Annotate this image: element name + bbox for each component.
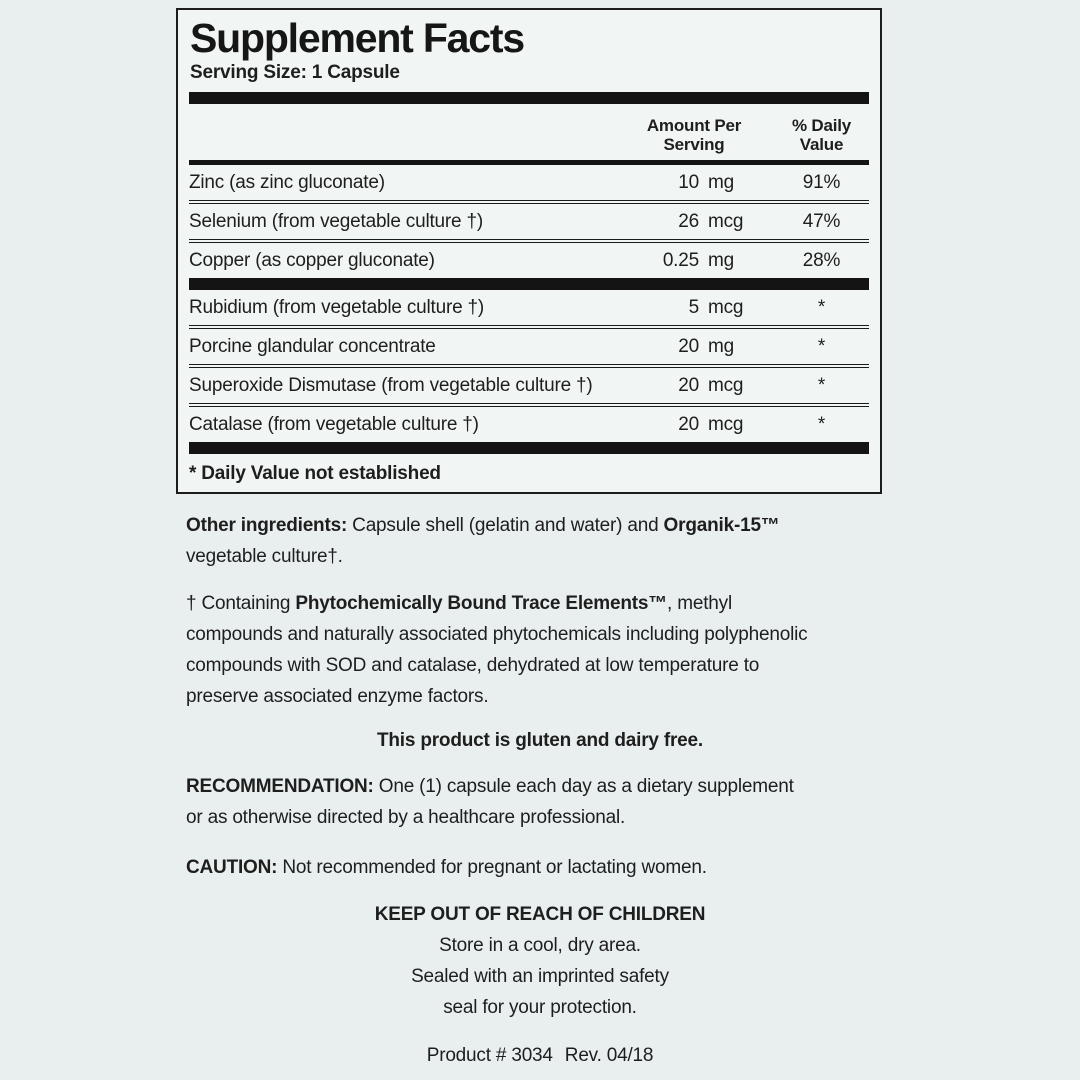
nutrient-amount: 0.25 mg — [614, 250, 774, 272]
row-separator — [189, 325, 869, 329]
daily-value: 28% — [802, 249, 841, 271]
other-ingredients-text-2: vegetable culture†. — [186, 546, 343, 567]
brand-name: Organik-15™ — [663, 515, 780, 536]
nutrient-name: Copper (as copper gluconate) — [189, 249, 435, 271]
other-ingredients-text: Capsule shell (gelatin and water) and — [347, 515, 664, 536]
serving-size: Serving Size: 1 Capsule — [190, 62, 400, 83]
storage-line: Store in a cool, dry area. — [439, 935, 641, 956]
storage-line: Sealed with an imprinted safety — [411, 966, 669, 987]
row-separator — [189, 239, 869, 243]
containing-text-2: compounds and naturally associated phyto… — [186, 624, 808, 645]
caution-paragraph: CAUTION: Not recommended for pregnant or… — [186, 852, 894, 883]
amount-unit: mg — [708, 249, 734, 271]
containing-text-1: , methyl — [667, 593, 732, 614]
nutrient-row-zinc: Zinc (as zinc gluconate) 10 mg 91% — [189, 165, 869, 200]
facts-title: Supplement Facts — [190, 15, 525, 61]
nutrient-name: Porcine glandular concentrate — [189, 335, 436, 357]
daily-value: * — [817, 413, 826, 435]
nutrient-row-catalase: Catalase (from vegetable culture †) 20 m… — [189, 407, 869, 442]
nutrient-row-selenium: Selenium (from vegetable culture †) 26 m… — [189, 204, 869, 239]
nutrient-row-copper: Copper (as copper gluconate) 0.25 mg 28% — [189, 243, 869, 278]
amount-unit: mcg — [708, 210, 744, 232]
nutrient-amount: 5 mcg — [614, 297, 774, 319]
percent-daily-value-header: % Daily Value — [791, 116, 852, 154]
amount-value: 20 — [678, 335, 699, 357]
supplement-facts-panel: Supplement Facts Serving Size: 1 Capsule… — [176, 8, 882, 494]
daily-value: * — [817, 296, 826, 318]
recommendation-text-2: or as otherwise directed by a healthcare… — [186, 807, 626, 828]
thick-divider-bottom — [189, 442, 869, 454]
nutrient-amount: 20 mcg — [614, 375, 774, 397]
daily-value: * — [817, 374, 826, 396]
amount-unit: mg — [708, 335, 734, 357]
nutrient-row-rubidium: Rubidium (from vegetable culture †) 5 mc… — [189, 290, 869, 325]
amount-unit: mcg — [708, 413, 744, 435]
amount-value: 10 — [678, 171, 699, 193]
keep-out-of-reach-heading: KEEP OUT OF REACH OF CHILDREN — [374, 904, 706, 925]
nutrient-name: Rubidium (from vegetable culture †) — [189, 296, 485, 318]
daily-value: 47% — [802, 210, 841, 232]
nutrient-amount: 20 mg — [614, 336, 774, 358]
amount-value: 0.25 — [662, 249, 699, 271]
other-ingredients-paragraph: Other ingredients: Capsule shell (gelati… — [186, 510, 894, 572]
other-ingredients-label: Other ingredients: — [186, 515, 348, 536]
nutrient-row-superoxide-dismutase: Superoxide Dismutase (from vegetable cul… — [189, 368, 869, 403]
nutrient-name: Zinc (as zinc gluconate) — [189, 171, 385, 193]
recommendation-text-1: One (1) capsule each day as a dietary su… — [373, 776, 794, 797]
amount-value: 5 — [688, 296, 700, 318]
containing-note-paragraph: † Containing Phytochemically Bound Trace… — [186, 588, 894, 712]
facts-table: Amount Per Serving % Daily Value Zinc (a… — [178, 92, 880, 492]
thick-divider-top — [189, 92, 869, 104]
nutrient-name: Superoxide Dismutase (from vegetable cul… — [189, 374, 593, 396]
daily-value: * — [817, 335, 826, 357]
row-separator — [189, 403, 869, 407]
containing-text-3: compounds with SOD and catalase, dehydra… — [186, 655, 760, 676]
amount-value: 26 — [678, 210, 699, 232]
recommendation-paragraph: RECOMMENDATION: One (1) capsule each day… — [186, 771, 894, 833]
row-separator — [189, 200, 869, 204]
containing-prefix: † Containing — [186, 593, 296, 614]
trace-elements-trademark: Phytochemically Bound Trace Elements™ — [295, 593, 668, 614]
revision-number: Rev. 04/18 — [564, 1045, 654, 1066]
product-number: Product # 3034 — [426, 1045, 553, 1066]
amount-unit: mcg — [708, 374, 744, 396]
product-footer: Product # 3034 Rev. 04/18 — [186, 1040, 894, 1071]
daily-value-footnote: * Daily Value not established — [189, 463, 441, 484]
panel-header-area: Supplement Facts Serving Size: 1 Capsule — [178, 10, 880, 86]
nutrient-name: Catalase (from vegetable culture †) — [189, 413, 479, 435]
storage-block: KEEP OUT OF REACH OF CHILDREN Store in a… — [186, 899, 894, 1023]
recommendation-label: RECOMMENDATION: — [186, 776, 374, 797]
amount-unit: mg — [708, 171, 734, 193]
caution-label: CAUTION: — [186, 857, 278, 878]
nutrient-row-porcine: Porcine glandular concentrate 20 mg * — [189, 329, 869, 364]
facts-header-row: Amount Per Serving % Daily Value — [189, 104, 869, 160]
amount-value: 20 — [678, 413, 699, 435]
header-rule — [189, 160, 869, 165]
gluten-dairy-note: This product is gluten and dairy free. — [376, 730, 703, 751]
nutrient-name: Selenium (from vegetable culture †) — [189, 210, 483, 232]
label-content: Supplement Facts Serving Size: 1 Capsule… — [176, 8, 892, 1071]
nutrient-amount: 26 mcg — [614, 211, 774, 233]
amount-unit: mcg — [708, 296, 744, 318]
amount-per-serving-header: Amount Per Serving — [646, 116, 742, 154]
containing-text-4: preserve associated enzyme factors. — [186, 686, 489, 707]
caution-text: Not recommended for pregnant or lactatin… — [277, 857, 707, 878]
daily-value: 91% — [802, 171, 841, 193]
label-paragraphs: Other ingredients: Capsule shell (gelati… — [186, 510, 894, 1071]
nutrient-amount: 20 mcg — [614, 414, 774, 436]
amount-value: 20 — [678, 374, 699, 396]
storage-line: seal for your protection. — [443, 997, 637, 1018]
nutrient-amount: 10 mg — [614, 172, 774, 194]
thick-divider-middle — [189, 278, 869, 290]
row-separator — [189, 364, 869, 368]
